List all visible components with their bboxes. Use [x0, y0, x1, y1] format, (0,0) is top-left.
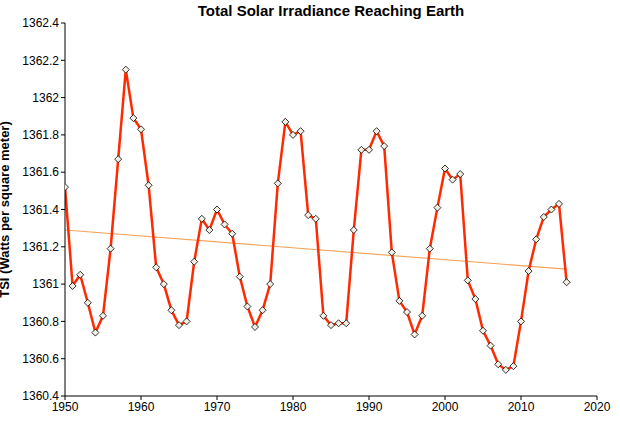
svg-text:1361.6: 1361.6 [22, 165, 59, 179]
html-text:Total Solar Irradiance Reachin: Total Solar Irradiance Reaching Earth [197, 2, 465, 19]
svg-text:1970: 1970 [204, 400, 231, 414]
svg-text:1960: 1960 [128, 400, 155, 414]
svg-text:1950: 1950 [51, 399, 79, 414]
svg-text:2010: 2010 [508, 400, 535, 414]
svg-text:1361.2: 1361.2 [22, 240, 59, 254]
svg-text:1360.4: 1360.4 [22, 389, 59, 403]
svg-text:1361.8: 1361.8 [22, 128, 59, 142]
svg-text:1362: 1362 [32, 91, 59, 105]
svg-text:1361.4: 1361.4 [22, 203, 59, 217]
svg-text:TSI (Watts per square meter): TSI (Watts per square meter) [8, 121, 12, 298]
svg-text:1362.4: 1362.4 [22, 16, 59, 30]
svg-text:1362.2: 1362.2 [22, 54, 59, 68]
svg-text:1360.8: 1360.8 [22, 315, 59, 329]
svg-text:2020: 2020 [584, 400, 611, 414]
svg-text:1980: 1980 [280, 400, 307, 414]
svg-text:1990: 1990 [356, 400, 383, 414]
svg-text:1361: 1361 [32, 277, 59, 291]
svg-text:1360.6: 1360.6 [22, 352, 59, 366]
svg-text:2000: 2000 [432, 400, 459, 414]
